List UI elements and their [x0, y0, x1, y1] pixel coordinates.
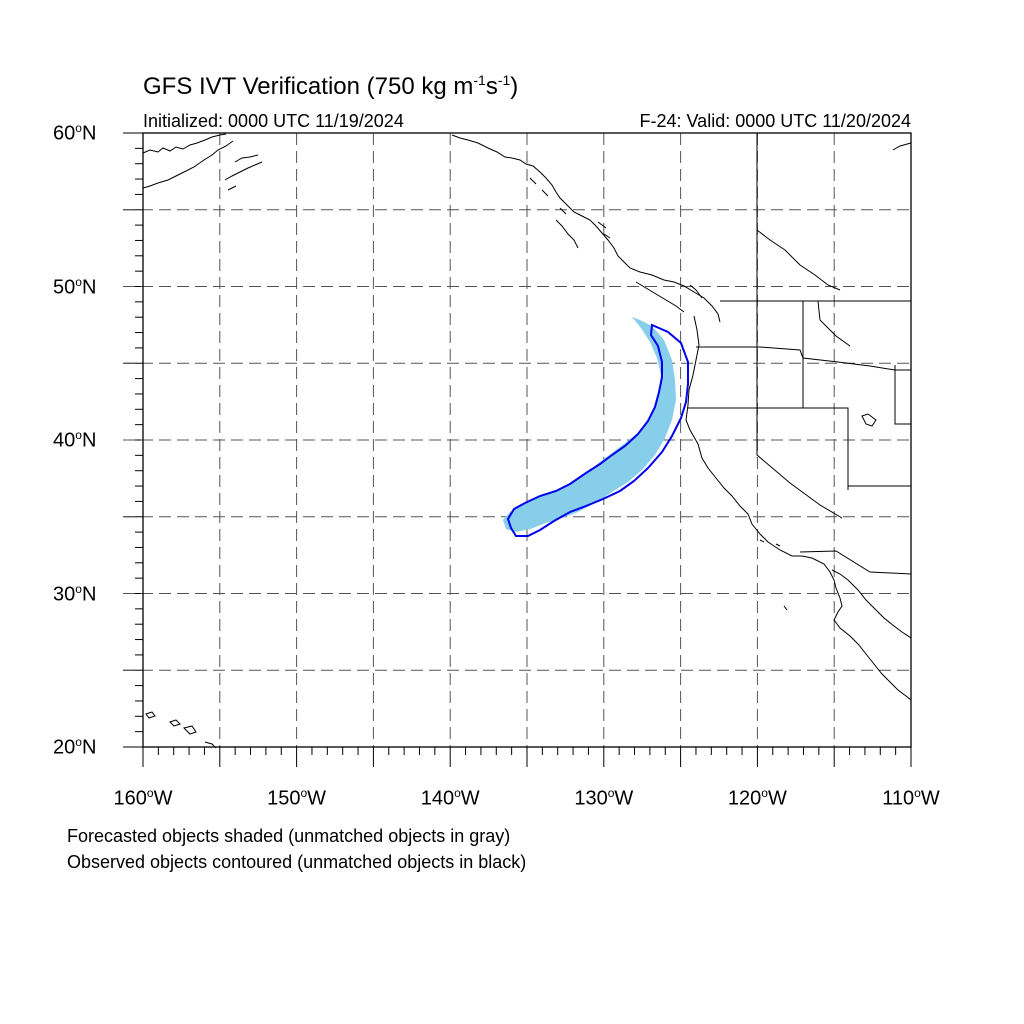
forecast-object-fill [503, 317, 676, 532]
grid-lines [123, 133, 911, 747]
lon-tick-label: 130oW [574, 786, 634, 810]
lat-tick-label: 30oN [53, 581, 97, 606]
coastlines [142, 133, 912, 749]
observed-object-contour [506, 323, 689, 537]
valid-time-label: F-24: Valid: 0000 UTC 11/20/2024 [639, 111, 912, 131]
lon-tick-label: 120oW [727, 786, 787, 810]
lon-tick-label: 150oW [267, 786, 327, 810]
plot-frame [142, 132, 912, 748]
observed-note: Observed objects contoured (unmatched ob… [67, 852, 527, 872]
initialized-label: Initialized: 0000 UTC 11/19/2024 [143, 111, 404, 131]
lat-tick-label: 60oN [53, 121, 97, 145]
lon-tick-label: 140oW [420, 786, 480, 810]
axis-ticks [123, 132, 912, 767]
forecast-note: Forecasted objects shaded (unmatched obj… [67, 826, 511, 846]
lat-tick-label: 40oN [53, 428, 97, 452]
lat-tick-label: 20oN [53, 735, 97, 759]
chart-title: GFS IVT Verification (750 kg m-1s-1) [143, 72, 519, 100]
lon-tick-label: 110oW [882, 786, 940, 810]
lat-tick-label: 50oN [53, 274, 97, 299]
lon-tick-label: 160oW [113, 786, 173, 810]
